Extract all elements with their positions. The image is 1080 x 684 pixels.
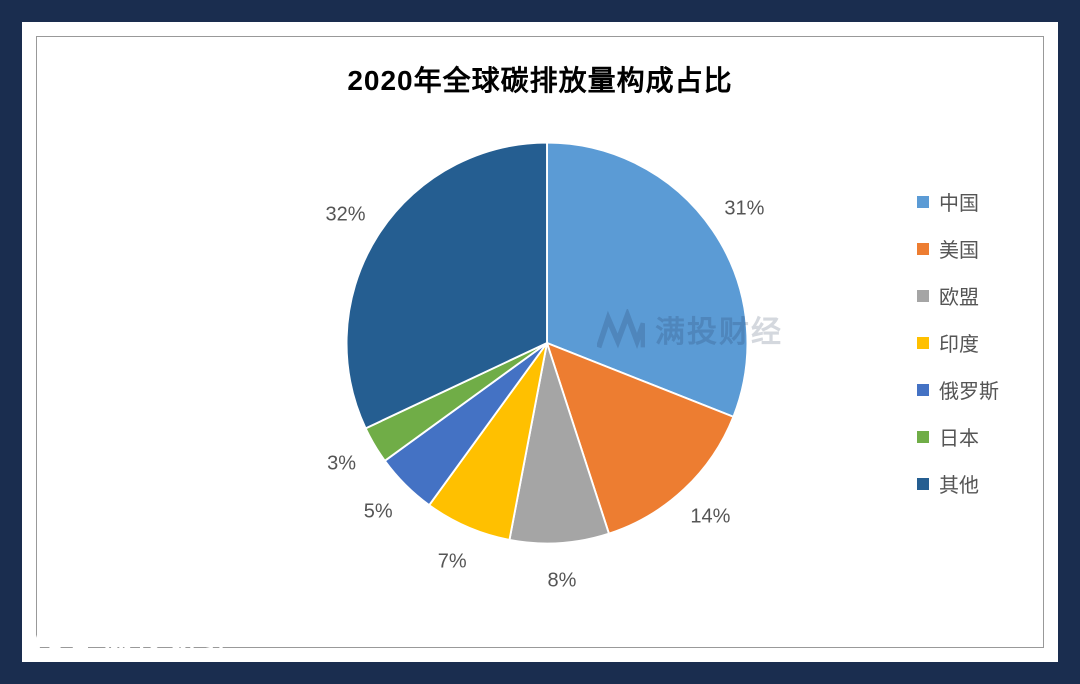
legend-item: 欧盟 [917, 281, 999, 310]
chart-panel: 2020年全球碳排放量构成占比 31%14%8%7%5%3%32% 满投财经 中… [36, 36, 1044, 648]
legend-label: 日本 [939, 422, 979, 451]
legend-item: 中国 [917, 187, 999, 216]
legend-item: 俄罗斯 [917, 375, 999, 404]
pie-svg [337, 133, 757, 553]
legend-label: 俄罗斯 [939, 375, 999, 404]
legend-item: 美国 [917, 234, 999, 263]
footer-logo-icon [30, 614, 88, 662]
legend: 中国美国欧盟印度俄罗斯日本其他 [917, 187, 999, 498]
legend-label: 欧盟 [939, 281, 979, 310]
legend-swatch [917, 196, 929, 208]
pie-label: 3% [327, 453, 356, 476]
pie-label: 32% [325, 204, 365, 227]
legend-label: 印度 [939, 328, 979, 357]
pie-chart [337, 133, 757, 553]
legend-swatch [917, 337, 929, 349]
footer-logo: 满投财经 [30, 614, 234, 662]
legend-swatch [917, 431, 929, 443]
legend-item: 日本 [917, 422, 999, 451]
pie-label: 14% [690, 505, 730, 528]
legend-item: 印度 [917, 328, 999, 357]
pie-label: 7% [438, 551, 467, 574]
footer-text: 满投财经 [102, 616, 234, 660]
legend-label: 其他 [939, 469, 979, 498]
chart-title: 2020年全球碳排放量构成占比 [37, 59, 1043, 99]
legend-label: 美国 [939, 234, 979, 263]
legend-swatch [917, 290, 929, 302]
legend-item: 其他 [917, 469, 999, 498]
legend-swatch [917, 384, 929, 396]
pie-label: 8% [548, 570, 577, 593]
legend-swatch [917, 478, 929, 490]
legend-label: 中国 [939, 187, 979, 216]
pie-label: 31% [724, 197, 764, 220]
pie-label: 5% [364, 500, 393, 523]
legend-swatch [917, 243, 929, 255]
outer-frame: 2020年全球碳排放量构成占比 31% 14% 8% 7% 5% 3% 32% 满投财经 中… [0, 0, 1080, 684]
